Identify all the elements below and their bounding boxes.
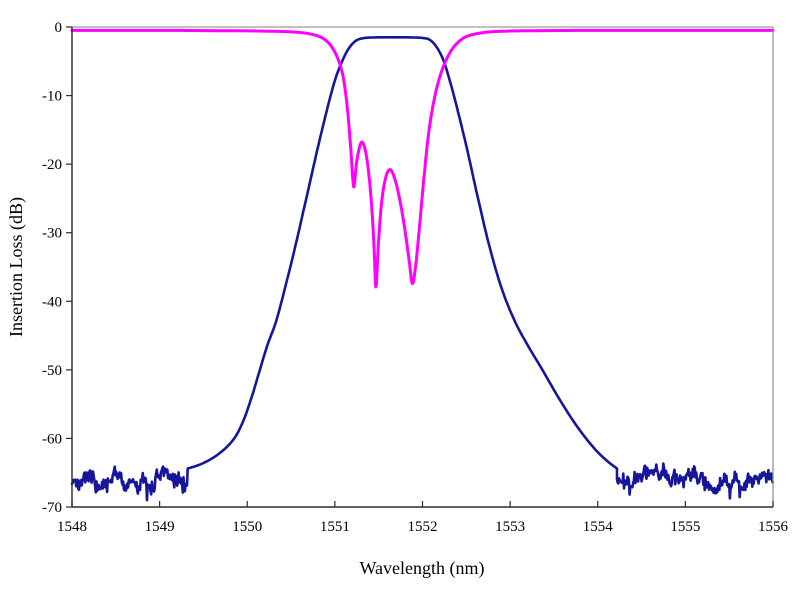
y-tick-label: -40 xyxy=(42,294,62,310)
y-tick-label: -60 xyxy=(42,431,62,447)
y-tick-label: -50 xyxy=(42,363,62,379)
y-tick-label: -30 xyxy=(42,226,62,242)
x-tick-label: 1551 xyxy=(320,519,350,535)
x-tick-label: 1550 xyxy=(232,519,262,535)
x-tick-label: 1549 xyxy=(145,519,175,535)
y-tick-label: -10 xyxy=(42,89,62,105)
series-notch-rejection-line xyxy=(70,28,775,289)
y-axis-title: Insertion Loss (dB) xyxy=(6,197,27,337)
x-tick-label: 1554 xyxy=(583,519,614,535)
x-tick-label: 1555 xyxy=(670,519,700,535)
y-tick-label: -70 xyxy=(42,500,62,516)
x-tick-label: 1552 xyxy=(408,519,438,535)
x-tick-label: 1553 xyxy=(495,519,525,535)
x-tick-label: 1556 xyxy=(758,519,789,535)
y-tick-label: 0 xyxy=(55,20,63,36)
series-bandpass-transmission-line xyxy=(70,36,774,502)
x-axis-title: Wavelength (nm) xyxy=(359,558,484,579)
plot-area: 1548 1549 1550 1551 1552 1553 1554 1555 1556 0 -10… xyxy=(42,20,789,535)
x-tick-label: 1548 xyxy=(57,519,87,535)
y-tick-label: -20 xyxy=(42,157,62,173)
